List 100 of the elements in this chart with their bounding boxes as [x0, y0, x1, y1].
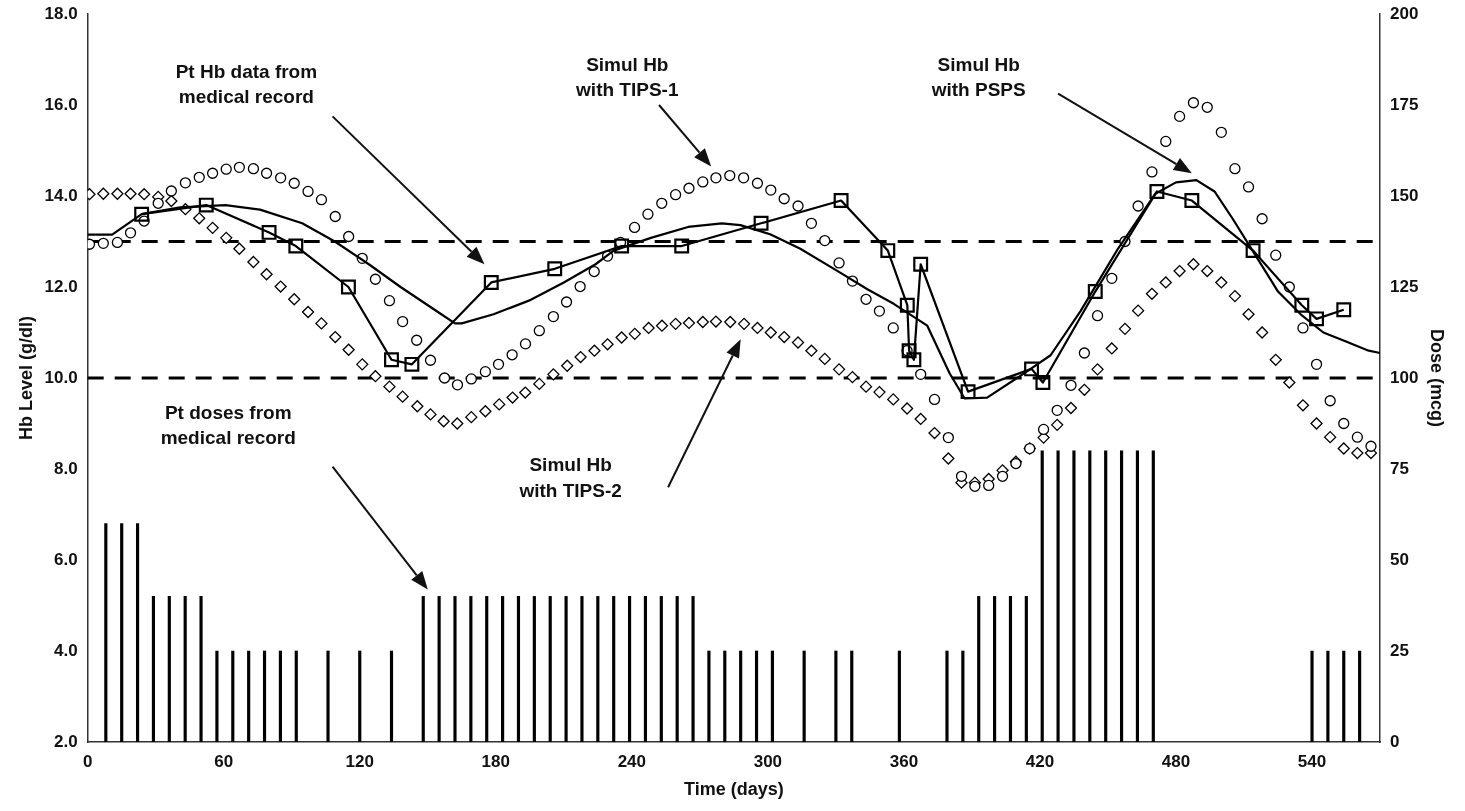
point: [960, 384, 976, 400]
bar: [278, 650, 282, 742]
bar: [802, 650, 806, 742]
y2-tick-label: 100: [1390, 367, 1419, 387]
y-tick-label: 4.0: [54, 640, 78, 660]
y-tick-label: 10.0: [44, 367, 78, 387]
annotation: Simul Hb with PSPS: [930, 53, 1027, 103]
point: [261, 224, 277, 240]
bar: [1151, 450, 1155, 742]
point: [483, 274, 499, 290]
point: [340, 279, 356, 295]
point: [880, 243, 896, 259]
point: [134, 206, 150, 222]
bar: [421, 596, 425, 742]
bar: [1135, 450, 1140, 742]
point: [906, 352, 922, 368]
bar: [469, 596, 473, 742]
bar: [1056, 450, 1060, 742]
bar: [326, 650, 330, 742]
bar: [453, 596, 457, 742]
y-tick-label: 8.0: [54, 458, 78, 478]
point: [1245, 243, 1261, 259]
bar: [707, 650, 711, 742]
x-tick-label: 300: [753, 751, 783, 771]
point: [1294, 297, 1310, 313]
bar: [659, 596, 663, 742]
point: [1309, 311, 1325, 327]
bar: [739, 650, 743, 742]
bar: [897, 650, 901, 742]
bar: [262, 650, 267, 742]
bar: [596, 596, 600, 742]
y2-tick-label: 25: [1390, 640, 1409, 660]
bar: [1119, 450, 1124, 742]
bar: [485, 596, 489, 742]
y2-tick-label: 150: [1390, 185, 1419, 205]
bar: [1310, 650, 1314, 742]
bar: [1024, 596, 1028, 742]
y-tick-label: 18.0: [44, 3, 78, 23]
bar: [770, 650, 774, 742]
point: [404, 356, 420, 372]
point: [913, 256, 929, 272]
point: [753, 215, 769, 231]
y2-tick-label: 175: [1390, 94, 1419, 114]
annotation: Pt Hb data from medical record: [174, 59, 319, 110]
bar: [1088, 450, 1092, 742]
y-tick-label: 2.0: [54, 731, 78, 751]
y-tick-label: 6.0: [54, 549, 78, 569]
bar: [1072, 450, 1076, 742]
bar: [612, 596, 616, 742]
bar: [850, 650, 854, 742]
bar: [501, 596, 505, 742]
bar: [104, 523, 108, 742]
bar: [1008, 596, 1013, 742]
bar: [548, 596, 552, 742]
x-tick-label: 540: [1297, 751, 1327, 771]
bar: [1358, 650, 1362, 742]
y-tick-label: 12.0: [44, 276, 78, 296]
bar: [516, 596, 521, 742]
bar: [961, 650, 965, 742]
point: [198, 197, 214, 213]
point: [1024, 361, 1040, 377]
y2-axis-title: Dose (mcg): [1427, 328, 1448, 428]
point: [1184, 193, 1200, 209]
point: [288, 238, 304, 254]
bar: [627, 596, 632, 742]
bar: [691, 596, 695, 742]
y-tick-label: 14.0: [44, 185, 78, 205]
bar: [1342, 650, 1346, 742]
y-tick-label: 16.0: [44, 94, 78, 114]
bar: [231, 650, 235, 742]
annotation: Pt doses from medical record: [159, 401, 297, 451]
bar: [834, 650, 838, 742]
bar: [135, 523, 140, 742]
point: [1336, 302, 1352, 318]
x-tick-label: 120: [345, 751, 374, 771]
bar: [1104, 450, 1108, 742]
point: [1087, 284, 1103, 300]
x-tick-label: 60: [214, 751, 234, 771]
point: [547, 261, 563, 277]
bar: [247, 650, 251, 742]
bar: [199, 596, 203, 742]
x-tick-label: 0: [82, 751, 93, 771]
annotation: Simul Hb with TIPS-1: [575, 53, 680, 103]
bar: [120, 523, 124, 742]
bar: [754, 650, 759, 742]
point: [901, 343, 917, 359]
annotation: Simul Hb with TIPS-2: [518, 453, 623, 504]
bar: [945, 650, 949, 742]
bar: [1326, 650, 1330, 742]
point: [614, 238, 630, 254]
bar: [977, 596, 981, 742]
point: [833, 193, 849, 209]
y2-tick-label: 75: [1390, 458, 1409, 478]
y-axis-title: Hb Level (g/dl): [15, 315, 36, 441]
y2-tick-label: 0: [1390, 731, 1400, 751]
bar: [564, 596, 568, 742]
point: [384, 352, 399, 368]
x-tick-label: 360: [889, 751, 919, 771]
bar: [675, 596, 679, 742]
bar: [358, 650, 362, 742]
